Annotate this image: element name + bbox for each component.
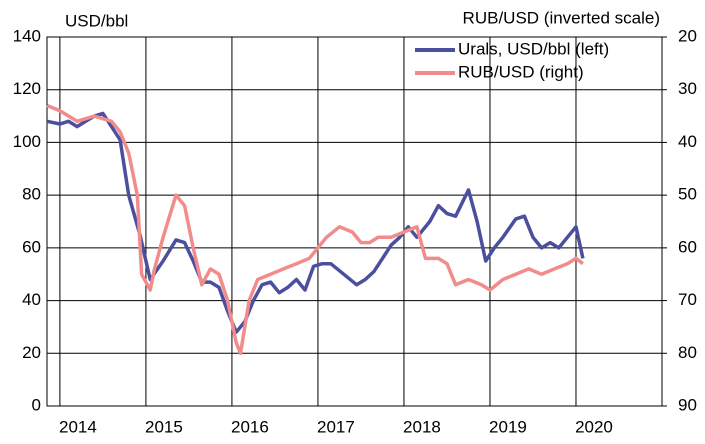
y2-tick-label: 60: [678, 237, 697, 256]
y2-tick-label: 40: [678, 132, 697, 151]
x-tick-label: 2017: [317, 417, 355, 436]
y-tick-label: 100: [13, 132, 41, 151]
y-axis-label: USD/bbl: [65, 11, 128, 30]
x-tick-label: 2019: [489, 417, 527, 436]
y-tick-label: 20: [22, 343, 41, 362]
x-tick-label: 2014: [59, 417, 97, 436]
y-tick-label: 0: [32, 395, 41, 414]
series-line: [46, 103, 584, 356]
legend-label: Urals, USD/bbl (left): [458, 39, 609, 58]
y2-tick-label: 80: [678, 343, 697, 362]
y2-tick-label: 70: [678, 290, 697, 309]
y-tick-label: 40: [22, 290, 41, 309]
y2-tick-label: 50: [678, 185, 697, 204]
y-tick-label: 80: [22, 185, 41, 204]
legend-label: RUB/USD (right): [458, 62, 584, 81]
x-tick-label: 2020: [575, 417, 613, 436]
x-tick-label: 2018: [403, 417, 441, 436]
series-line: [46, 111, 585, 334]
x-tick-label: 2016: [231, 417, 269, 436]
y-tick-label: 120: [13, 79, 41, 98]
y2-tick-label: 20: [678, 26, 697, 45]
y-tick-label: 140: [13, 26, 41, 45]
y2-axis-label: RUB/USD (inverted scale): [463, 8, 660, 27]
y2-tick-label: 30: [678, 79, 697, 98]
x-tick-label: 2015: [145, 417, 183, 436]
y2-tick-label: 90: [678, 395, 697, 414]
y-tick-label: 60: [22, 237, 41, 256]
